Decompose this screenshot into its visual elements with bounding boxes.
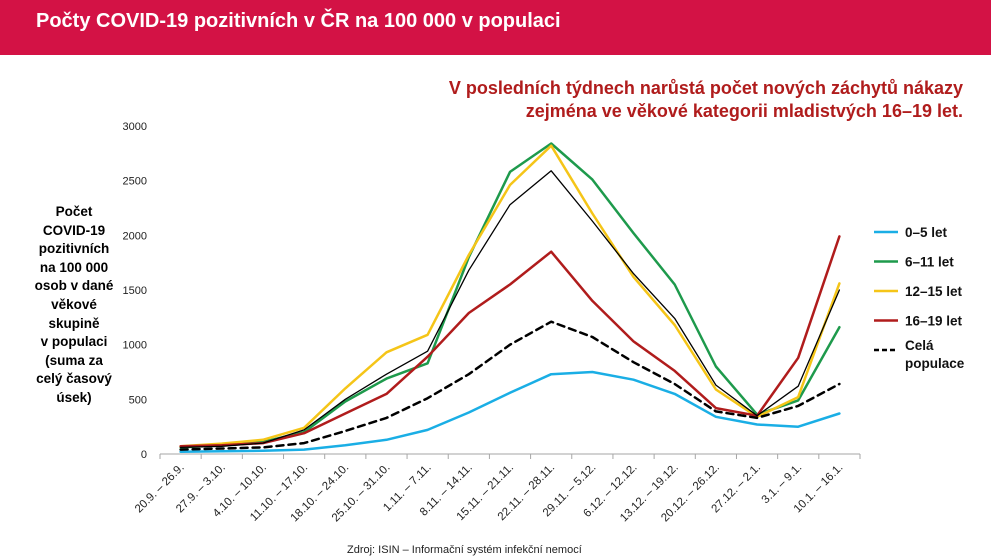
legend-label: 6–11 let [905, 255, 954, 270]
y-axis-label-line: Počet [55, 204, 93, 219]
headline-line-2: zejména ve věkové kategorii mladistvých … [525, 101, 963, 121]
source-note: Zdroj: ISIN – Informační systém infekční… [347, 544, 582, 556]
series-line-12-15-let [179, 144, 841, 448]
y-tick-label: 2500 [123, 176, 147, 188]
chart-axes: 0 500 1000 1500 2000 2500 3000 [123, 121, 861, 461]
y-axis-label-line: pozitivních [38, 241, 110, 257]
legend: 0–5 let 6–11 let 12–15 let 16–19 let Celá pop… [874, 225, 965, 371]
y-tick-label: 2000 [123, 230, 147, 242]
y-axis-label-line: COVID-19 [42, 222, 106, 238]
title-bar: Počty COVID-19 pozitivních v ČR na 100 0… [0, 0, 991, 55]
y-tick-label: 1000 [123, 340, 147, 352]
y-tick-label: 1500 [123, 285, 147, 297]
x-tick-labels: 20.9. – 26.9.27.9. – 3.10.4.10. – 10.10.… [133, 462, 846, 525]
page-title: Počty COVID-19 pozitivních v ČR na 100 0… [36, 10, 561, 32]
series-line-0-5-let [179, 370, 841, 454]
series-line-6-11-let [179, 142, 841, 449]
y-axis-label-line: věkové [51, 296, 97, 312]
series-layer [179, 142, 841, 454]
series-line-cel-populace [179, 320, 841, 451]
headline-line-1: V posledních týdnech narůstá počet novýc… [448, 78, 963, 98]
y-axis-label: Počet COVID-19 pozitivních na 100 000 osob v… [10, 203, 138, 408]
y-axis-label-line: osob v dané [34, 278, 114, 294]
y-tick-label: 3000 [123, 121, 147, 133]
chart-headline: V posledních týdnech narůstá počet novýc… [343, 77, 963, 123]
y-tick-label: 500 [129, 394, 147, 406]
y-axis-label-line: na 100 000 [39, 259, 109, 275]
y-tick-label: 0 [141, 449, 147, 461]
y-axis-label-line: úsek) [56, 389, 92, 405]
y-axis-label-line: skupině [48, 315, 100, 331]
x-tick-label: 3.1. – 9.1. [760, 462, 805, 507]
series-line-16-19-let [179, 235, 841, 448]
legend-label: 12–15 let [905, 284, 963, 299]
y-axis-label-line: celý časový [36, 371, 112, 387]
legend-label: 0–5 let [905, 225, 948, 240]
y-axis-label-line: v populaci [40, 334, 108, 350]
legend-label: Celá [905, 338, 934, 353]
series-line-total-unlabeled [179, 170, 841, 449]
legend-label: populace [905, 356, 965, 371]
legend-label: 16–19 let [905, 314, 963, 329]
y-axis-label-line: (suma za [45, 352, 103, 368]
